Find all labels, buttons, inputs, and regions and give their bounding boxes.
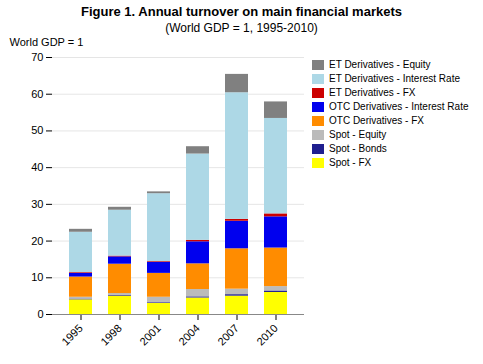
svg-text:1995: 1995 [59, 322, 85, 348]
svg-text:1998: 1998 [98, 322, 124, 348]
svg-text:World GDP = 1: World GDP = 1 [10, 36, 84, 48]
html-text:Spot - Equity: Spot - Equity [329, 129, 387, 140]
html-text:OTC Derivatives - FX: OTC Derivatives - FX [329, 115, 424, 126]
html-text:OTC Derivatives - Interest Rat: OTC Derivatives - Interest Rate [329, 101, 469, 112]
svg-text:10: 10 [31, 271, 43, 283]
html-text:ET Derivatives - FX: ET Derivatives - FX [329, 87, 416, 98]
svg-text:30: 30 [31, 198, 43, 210]
svg-text:20: 20 [31, 235, 43, 247]
html-text:(World GDP = 1, 1995-2010): (World GDP = 1, 1995-2010) [165, 21, 318, 35]
svg-text:50: 50 [31, 124, 43, 136]
svg-text:60: 60 [31, 88, 43, 100]
html-text:ET Derivatives - Equity: ET Derivatives - Equity [329, 59, 431, 70]
svg-text:40: 40 [31, 161, 43, 173]
html-text:ET Derivatives - Interest Rate: ET Derivatives - Interest Rate [329, 73, 460, 84]
html-text:Figure 1. Annual turnover on m: Figure 1. Annual turnover on main financ… [81, 4, 402, 19]
svg-text:2007: 2007 [215, 322, 241, 348]
svg-text:2001: 2001 [137, 322, 163, 348]
html-text:Spot - FX: Spot - FX [329, 157, 372, 168]
svg-text:70: 70 [31, 51, 43, 63]
svg-text:0: 0 [37, 308, 43, 320]
svg-text:2010: 2010 [254, 322, 280, 348]
svg-text:2004: 2004 [176, 322, 202, 348]
html-text:Spot - Bonds: Spot - Bonds [329, 143, 387, 154]
